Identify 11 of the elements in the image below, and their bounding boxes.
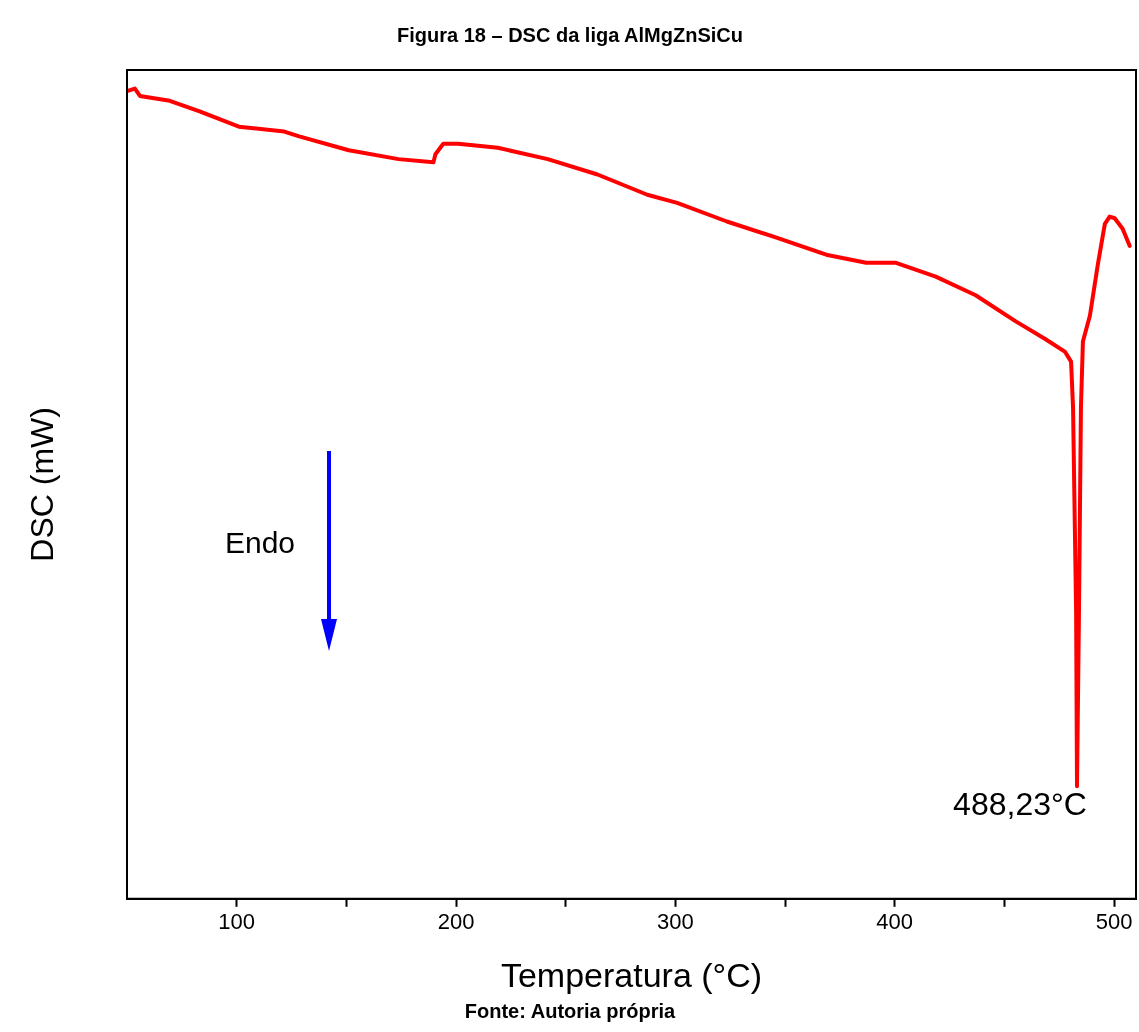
annotation: Endo — [224, 526, 296, 560]
annotation: 488,23°C — [953, 785, 1087, 822]
x-tick-label: 200 — [437, 909, 475, 935]
source-note: Fonte: Autoria própria — [464, 999, 677, 1022]
chart-title: Figura 18 – DSC da liga AlMgZnSiCu — [397, 23, 743, 46]
x-axis-title: Temperatura (°C) — [500, 955, 763, 994]
y-axis-title: DSC (mW) — [23, 407, 60, 562]
x-tick-label: 500 — [1095, 909, 1133, 935]
x-tick-label: 100 — [218, 909, 256, 935]
x-tick-label: 300 — [657, 909, 694, 935]
x-tick-label: 400 — [876, 909, 914, 935]
